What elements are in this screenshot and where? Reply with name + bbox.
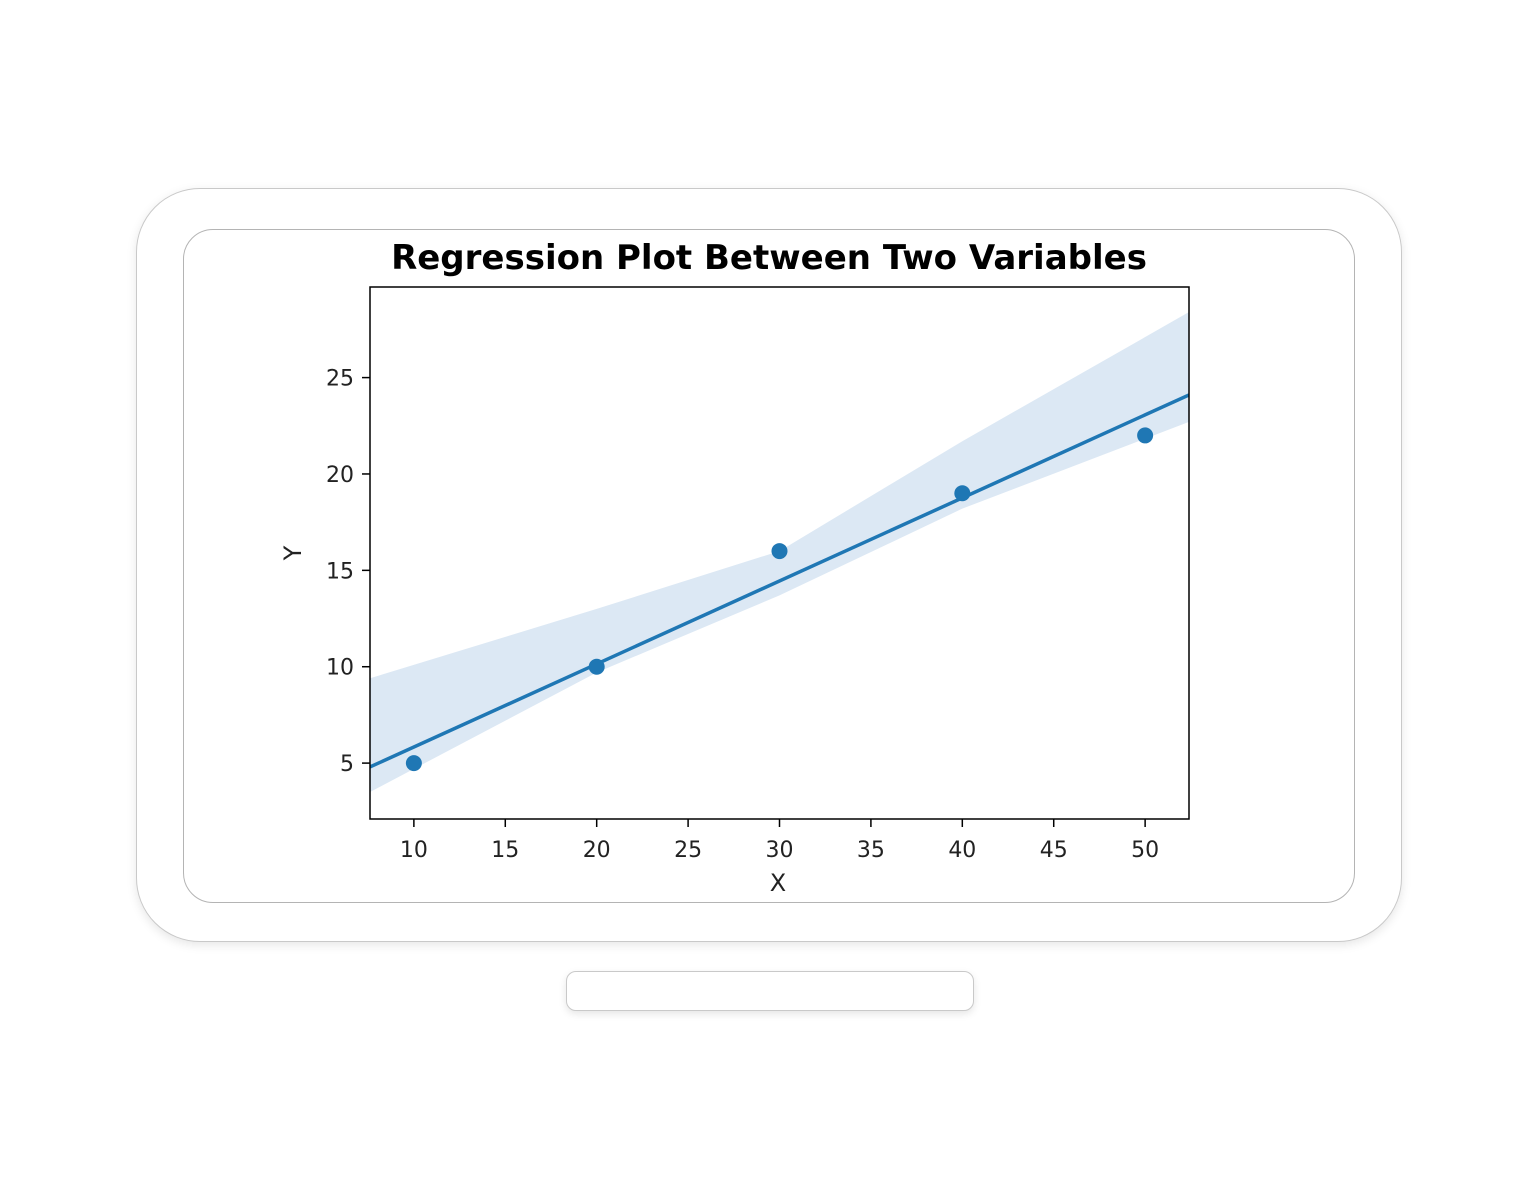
x-tick-label: 35 bbox=[857, 838, 885, 863]
monitor-stand bbox=[566, 971, 974, 1011]
x-tick-label: 40 bbox=[948, 838, 976, 863]
data-point bbox=[954, 485, 971, 502]
chart-title: Regression Plot Between Two Variables bbox=[391, 238, 1147, 278]
x-axis-label: X bbox=[770, 869, 786, 897]
x-tick-label: 15 bbox=[491, 838, 519, 863]
data-point bbox=[771, 543, 788, 560]
y-tick-label: 20 bbox=[326, 463, 354, 488]
y-tick-label: 5 bbox=[340, 752, 354, 777]
x-tick-label: 10 bbox=[400, 838, 428, 863]
data-point bbox=[588, 658, 605, 675]
x-tick-label: 50 bbox=[1131, 838, 1159, 863]
y-axis-label: Y bbox=[279, 545, 307, 561]
x-tick-label: 45 bbox=[1040, 838, 1068, 863]
x-tick-label: 25 bbox=[674, 838, 702, 863]
y-tick-label: 10 bbox=[326, 656, 354, 681]
data-point bbox=[1137, 427, 1154, 444]
x-tick-label: 30 bbox=[766, 838, 794, 863]
y-tick-label: 25 bbox=[326, 367, 354, 392]
x-tick-label: 20 bbox=[583, 838, 611, 863]
regression-line bbox=[370, 393, 1189, 769]
data-point bbox=[405, 755, 422, 772]
y-tick-label: 15 bbox=[326, 559, 354, 584]
